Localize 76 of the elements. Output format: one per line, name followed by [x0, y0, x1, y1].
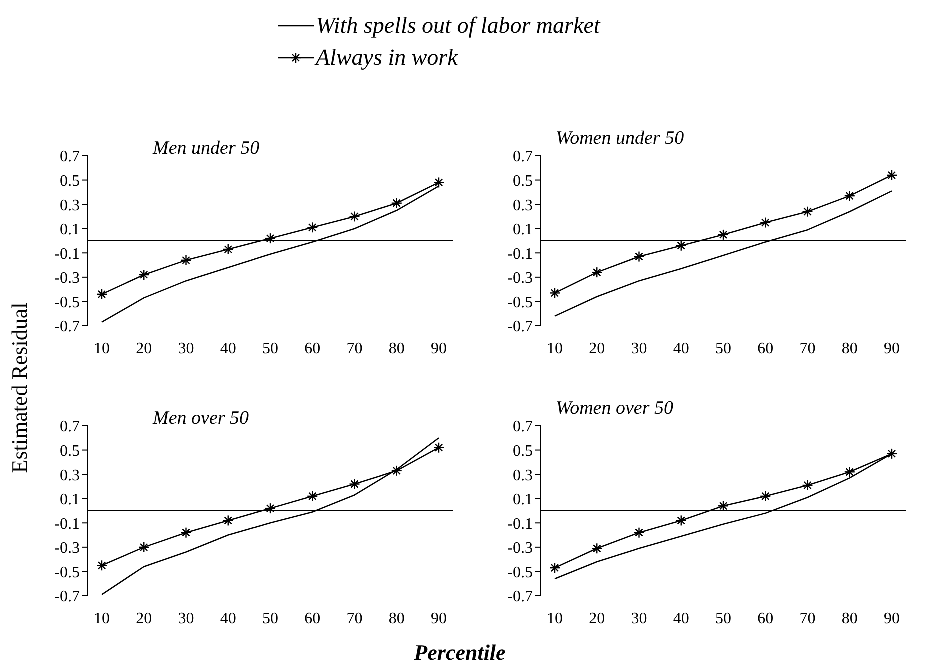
x-tick-label: 40: [220, 340, 236, 358]
y-tick-label: 0.7: [513, 418, 533, 436]
x-tick-label: 30: [178, 340, 194, 358]
y-tick-label: -0.3: [54, 540, 80, 558]
y-tick-label: -0.1: [508, 516, 533, 533]
legend-label: Always in work: [316, 45, 458, 71]
chart-title: Women under 50: [556, 128, 684, 150]
x-tick-label: 50: [262, 340, 278, 358]
x-tick-label: 80: [388, 340, 405, 358]
x-tick-label: 50: [716, 340, 732, 358]
x-tick-label: 30: [631, 610, 648, 628]
y-tick-label: 0.5: [60, 442, 80, 460]
y-tick-label: -0.7: [508, 588, 533, 606]
y-tick-label: 0.5: [513, 172, 533, 190]
chart-title: Men under 50: [153, 138, 260, 160]
x-tick-label: 10: [547, 340, 563, 358]
y-tick-label: -0.3: [508, 270, 533, 288]
y-tick-label: 0.7: [513, 148, 533, 166]
x-tick-label: 60: [758, 610, 774, 628]
y-tick-label: -0.1: [54, 246, 80, 263]
y-tick-label: 0.3: [513, 197, 533, 214]
y-tick-label: 0.1: [60, 222, 80, 239]
x-tick-label: 70: [800, 340, 816, 358]
x-tick-label: 70: [800, 610, 816, 628]
legend-label: With spells out of labor market: [316, 13, 600, 39]
x-axis-title: Percentile: [414, 640, 506, 666]
x-tick-label: 10: [94, 610, 110, 628]
x-tick-label: 10: [94, 340, 110, 358]
y-tick-label: -0.5: [508, 564, 533, 582]
x-tick-label: 90: [884, 340, 900, 358]
chart-title: Men over 50: [153, 408, 250, 430]
x-tick-label: 40: [673, 340, 690, 358]
y-tick-label: 0.3: [513, 467, 533, 484]
y-tick-label: 0.5: [513, 442, 533, 460]
y-tick-label: 0.7: [60, 148, 80, 166]
x-tick-label: 20: [136, 610, 152, 628]
x-tick-label: 40: [220, 610, 236, 628]
x-tick-label: 80: [388, 610, 405, 628]
x-tick-label: 90: [431, 340, 447, 358]
y-tick-label: -0.5: [54, 564, 80, 582]
chart-title: Women over 50: [556, 398, 674, 420]
x-tick-label: 90: [431, 610, 447, 628]
x-tick-label: 40: [673, 610, 690, 628]
x-tick-label: 20: [589, 610, 606, 628]
x-tick-label: 80: [842, 340, 858, 358]
x-tick-label: 10: [547, 610, 563, 628]
x-tick-label: 60: [304, 340, 321, 358]
x-tick-label: 60: [304, 610, 321, 628]
y-tick-label: -0.7: [508, 318, 533, 336]
x-tick-label: 50: [716, 610, 732, 628]
y-tick-label: 0.1: [60, 492, 80, 509]
y-axis-title: Estimated Residual: [7, 302, 33, 474]
y-tick-label: -0.3: [508, 540, 533, 558]
y-tick-label: -0.5: [508, 294, 533, 312]
y-tick-label: -0.3: [54, 270, 80, 288]
y-tick-label: -0.7: [54, 318, 80, 336]
x-tick-label: 60: [758, 340, 774, 358]
y-tick-label: -0.7: [54, 588, 80, 606]
y-tick-label: -0.1: [508, 246, 533, 263]
x-tick-label: 50: [262, 610, 278, 628]
x-tick-label: 90: [884, 610, 900, 628]
y-tick-label: 0.7: [60, 418, 80, 436]
y-tick-label: 0.3: [60, 197, 80, 214]
x-tick-label: 20: [589, 340, 606, 358]
y-tick-label: 0.3: [60, 467, 80, 484]
y-tick-label: 0.1: [513, 492, 533, 509]
x-tick-label: 70: [346, 340, 363, 358]
x-tick-label: 30: [178, 610, 194, 628]
y-tick-label: 0.1: [513, 222, 533, 239]
y-tick-label: -0.1: [54, 516, 80, 533]
y-tick-label: 0.5: [60, 172, 80, 190]
x-tick-label: 70: [346, 610, 363, 628]
x-tick-label: 80: [842, 610, 858, 628]
y-tick-label: -0.5: [54, 294, 80, 312]
x-tick-label: 30: [631, 340, 648, 358]
x-tick-label: 20: [136, 340, 152, 358]
